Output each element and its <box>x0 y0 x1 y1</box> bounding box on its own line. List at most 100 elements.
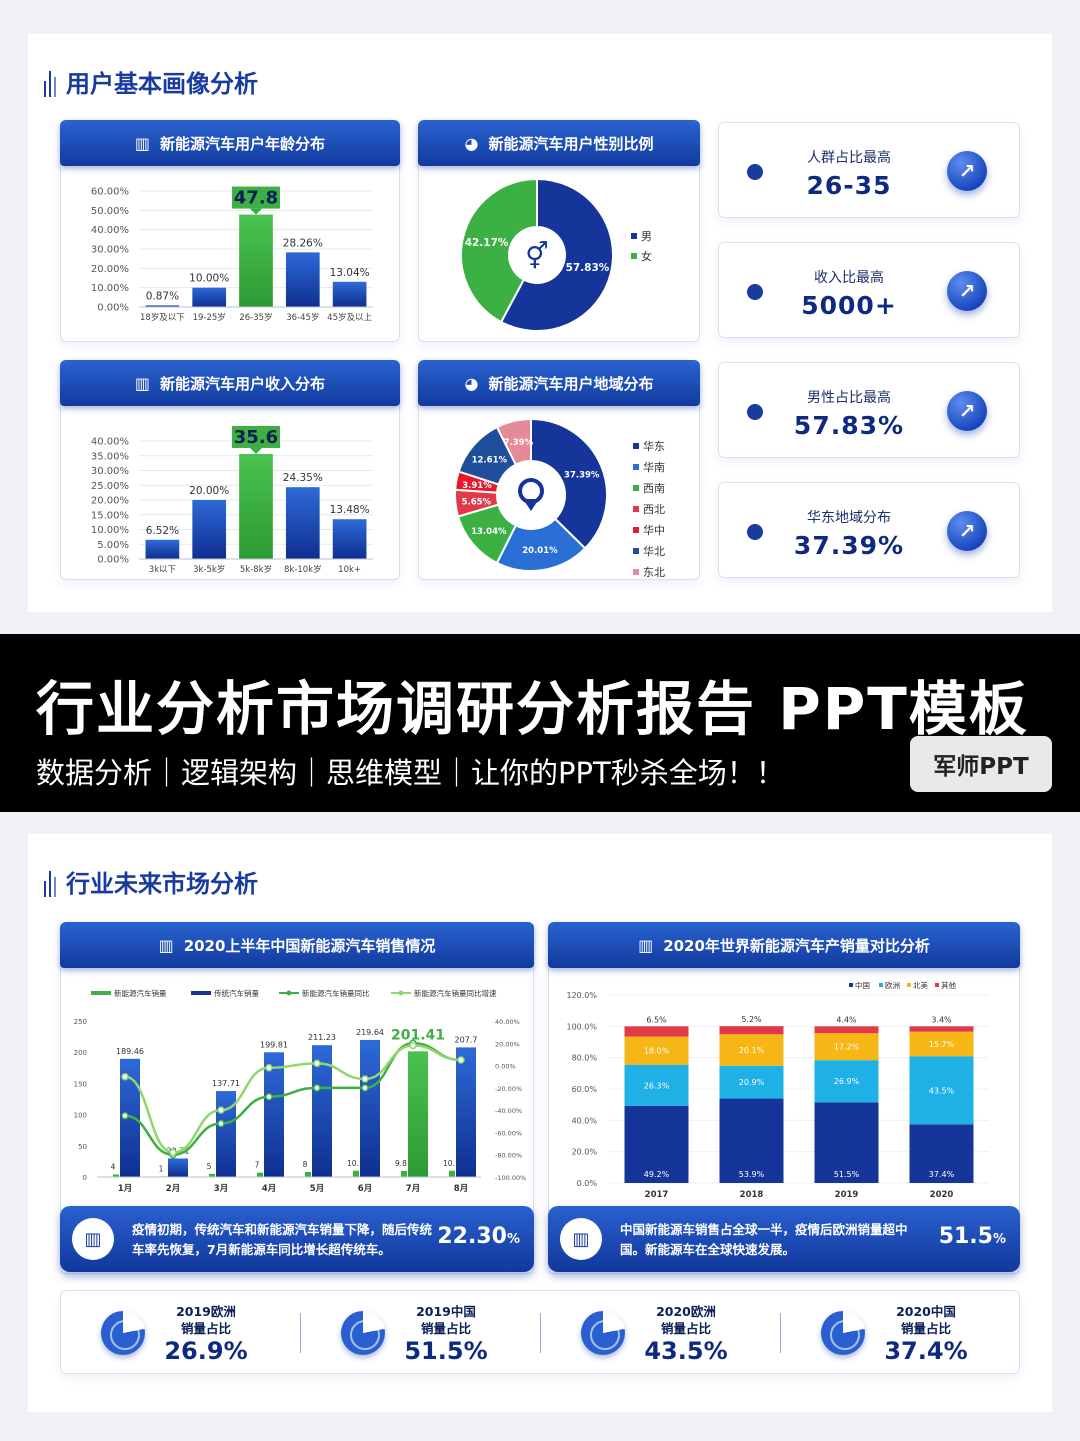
legend-label: 新能源汽车销量同比增速 <box>414 988 497 998</box>
segment-label: 43.5% <box>929 1086 955 1095</box>
bar-nev <box>353 1170 359 1177</box>
share-label-line1: 2019欧洲 <box>176 1304 236 1319</box>
sales-chart-title: 2020上半年中国新能源汽车销售情况 <box>183 936 436 955</box>
pie-slice <box>499 177 614 332</box>
world-chart-header: ▥ 2020年世界新能源汽车产销量对比分析 <box>548 922 1020 968</box>
world-stacked-chart: 0.0% 20.0% 40.0% 60.0% 80.0% 100.0% 120.0% 中国 欧洲… <box>566 980 989 1200</box>
share-label: 2020欧洲 销量占比 <box>641 1303 731 1337</box>
line-point <box>217 1106 225 1114</box>
bar-traditional <box>168 1158 188 1177</box>
y-tick-label: 0.00% <box>97 303 129 314</box>
slice-label: 42.17% <box>465 237 509 249</box>
slice-label: 57.83% <box>566 262 610 274</box>
x-tick-label: 26-35岁 <box>239 312 272 323</box>
highlight-label-box <box>232 186 280 209</box>
legend-label: 华南 <box>643 460 665 474</box>
x-tick-label: 2月 <box>166 1184 180 1194</box>
legend-swatch <box>633 548 639 554</box>
slide-market-future: 行业未来市场分析 ▥ 2020上半年中国新能源汽车销售情况 0 50 100 150 20… <box>28 834 1052 1412</box>
legend-label: 欧洲 <box>885 980 900 990</box>
highlight-label-pointer <box>250 208 262 215</box>
bar-traditional <box>264 1052 284 1177</box>
bar-traditional <box>312 1045 332 1177</box>
small-data-label: 8 <box>303 1160 308 1169</box>
legend-label: 华北 <box>643 544 665 558</box>
note-text: 疫情初期，传统汽车和新能源汽车销量下降，随后传统车率先恢复，7月新能源车同比增长… <box>132 1222 433 1257</box>
section-title-1: 用户基本画像分析 <box>40 56 258 106</box>
y-tick-label: 20.00% <box>91 264 129 275</box>
region-chart-title: 新能源汽车用户地域分布 <box>488 374 654 393</box>
bar <box>332 281 367 307</box>
line-point <box>169 1148 177 1157</box>
stat-label: 人群占比最高 <box>807 150 891 166</box>
x-tick-label: 2020 <box>930 1190 954 1200</box>
stacked-segment <box>624 1064 689 1106</box>
legend-label: 华中 <box>643 523 665 537</box>
stacked-segment <box>909 1031 974 1057</box>
age-chart-title: 新能源汽车用户年龄分布 <box>160 134 326 153</box>
segment-label: 49.2% <box>644 1170 670 1179</box>
legend-swatch <box>935 983 939 987</box>
stacked-segment <box>814 1026 879 1034</box>
share-label-line1: 2019中国 <box>416 1304 476 1319</box>
segment-label: 3.4% <box>931 1015 952 1024</box>
y2-tick-label: -80.00% <box>495 1152 522 1160</box>
data-label: 219.64 <box>356 1028 384 1037</box>
gender-chart-card: ◕ 新能源汽车用户性别比例 57.83% 42.17% 男女 ⚥ <box>418 120 700 342</box>
legend-label: 新能源汽车销量 <box>114 988 167 998</box>
y-tick-label: 15.00% <box>91 510 129 521</box>
stacked-segment <box>624 1036 689 1065</box>
y-tick-label: 50 <box>78 1143 87 1151</box>
line-point <box>313 1084 321 1092</box>
line-point <box>265 1064 273 1072</box>
data-label: 199.81 <box>260 1040 288 1049</box>
x-tick-label: 10k+ <box>338 565 361 575</box>
bar <box>239 214 273 307</box>
slice-label: 12.61% <box>472 456 508 466</box>
legend-swatch <box>633 464 639 470</box>
small-data-label: 9.8 <box>395 1159 407 1168</box>
location-pin-tip <box>523 499 539 511</box>
stat-value: 57.83% <box>793 411 905 440</box>
income-chart-card: ▥ 新能源汽车用户收入分布 0.00% 5.00% 10.00% 15.00% 20.00… <box>60 360 400 580</box>
legend-label: 华东 <box>643 439 665 453</box>
bar <box>192 500 227 559</box>
segment-label: 17.2% <box>834 1043 860 1052</box>
data-label: 189.46 <box>116 1047 144 1056</box>
stacked-segment <box>814 1033 879 1061</box>
y-tick-label: 20.0% <box>572 1148 598 1157</box>
y-tick-label: 100.0% <box>566 1022 597 1031</box>
sales-chart-header: ▥ 2020上半年中国新能源汽车销售情况 <box>60 922 534 968</box>
x-tick-label: 8k-10k岁 <box>284 564 322 575</box>
x-tick-label: 3月 <box>214 1184 228 1194</box>
y-tick-label: 40.00% <box>91 225 129 236</box>
legend-label: 西南 <box>643 482 665 495</box>
y-tick-label: 80.0% <box>572 1054 598 1063</box>
divider <box>780 1313 781 1353</box>
section-title-text: 行业未来市场分析 <box>66 869 258 898</box>
bar-chart-icon: ▥ <box>158 935 174 955</box>
income-chart-title: 新能源汽车用户收入分布 <box>160 374 326 393</box>
bar-nev <box>257 1172 263 1177</box>
bar-nev <box>113 1174 119 1177</box>
data-label: 47.8 <box>234 188 278 209</box>
highlight-data-label: 201.41 <box>391 1027 445 1043</box>
x-tick-label: 2018 <box>740 1190 764 1200</box>
donut-center <box>513 231 561 279</box>
gender-chart-header: ◕ 新能源汽车用户性别比例 <box>418 120 700 166</box>
banner-title: 行业分析市场调研分析报告 PPT模板 <box>36 675 1029 743</box>
sales-combo-chart: 0 50 100 150 200 250 -100.00% -80.00% -60.00% -40… <box>74 988 527 1194</box>
legend-swatch <box>849 983 853 987</box>
x-tick-label: 2019 <box>835 1190 859 1200</box>
data-label: 28.26% <box>283 237 323 249</box>
note-unit: % <box>506 1232 520 1247</box>
x-tick-label: 1月 <box>118 1184 132 1194</box>
age-bar-chart: 0.00% 10.00% 20.00% 30.00% 40.00% 50.00% 60.00… <box>91 186 373 323</box>
bar-nev <box>401 1170 407 1177</box>
y-tick-label: 30.00% <box>91 466 129 477</box>
share-item: 2020欧洲 销量占比 43.5% <box>541 1291 781 1375</box>
share-label: 2020中国 销量占比 <box>881 1303 971 1337</box>
x-tick-label: 36-45岁 <box>286 312 319 323</box>
brand-badge: 军师PPT <box>910 736 1052 792</box>
pie-slice <box>495 417 532 466</box>
